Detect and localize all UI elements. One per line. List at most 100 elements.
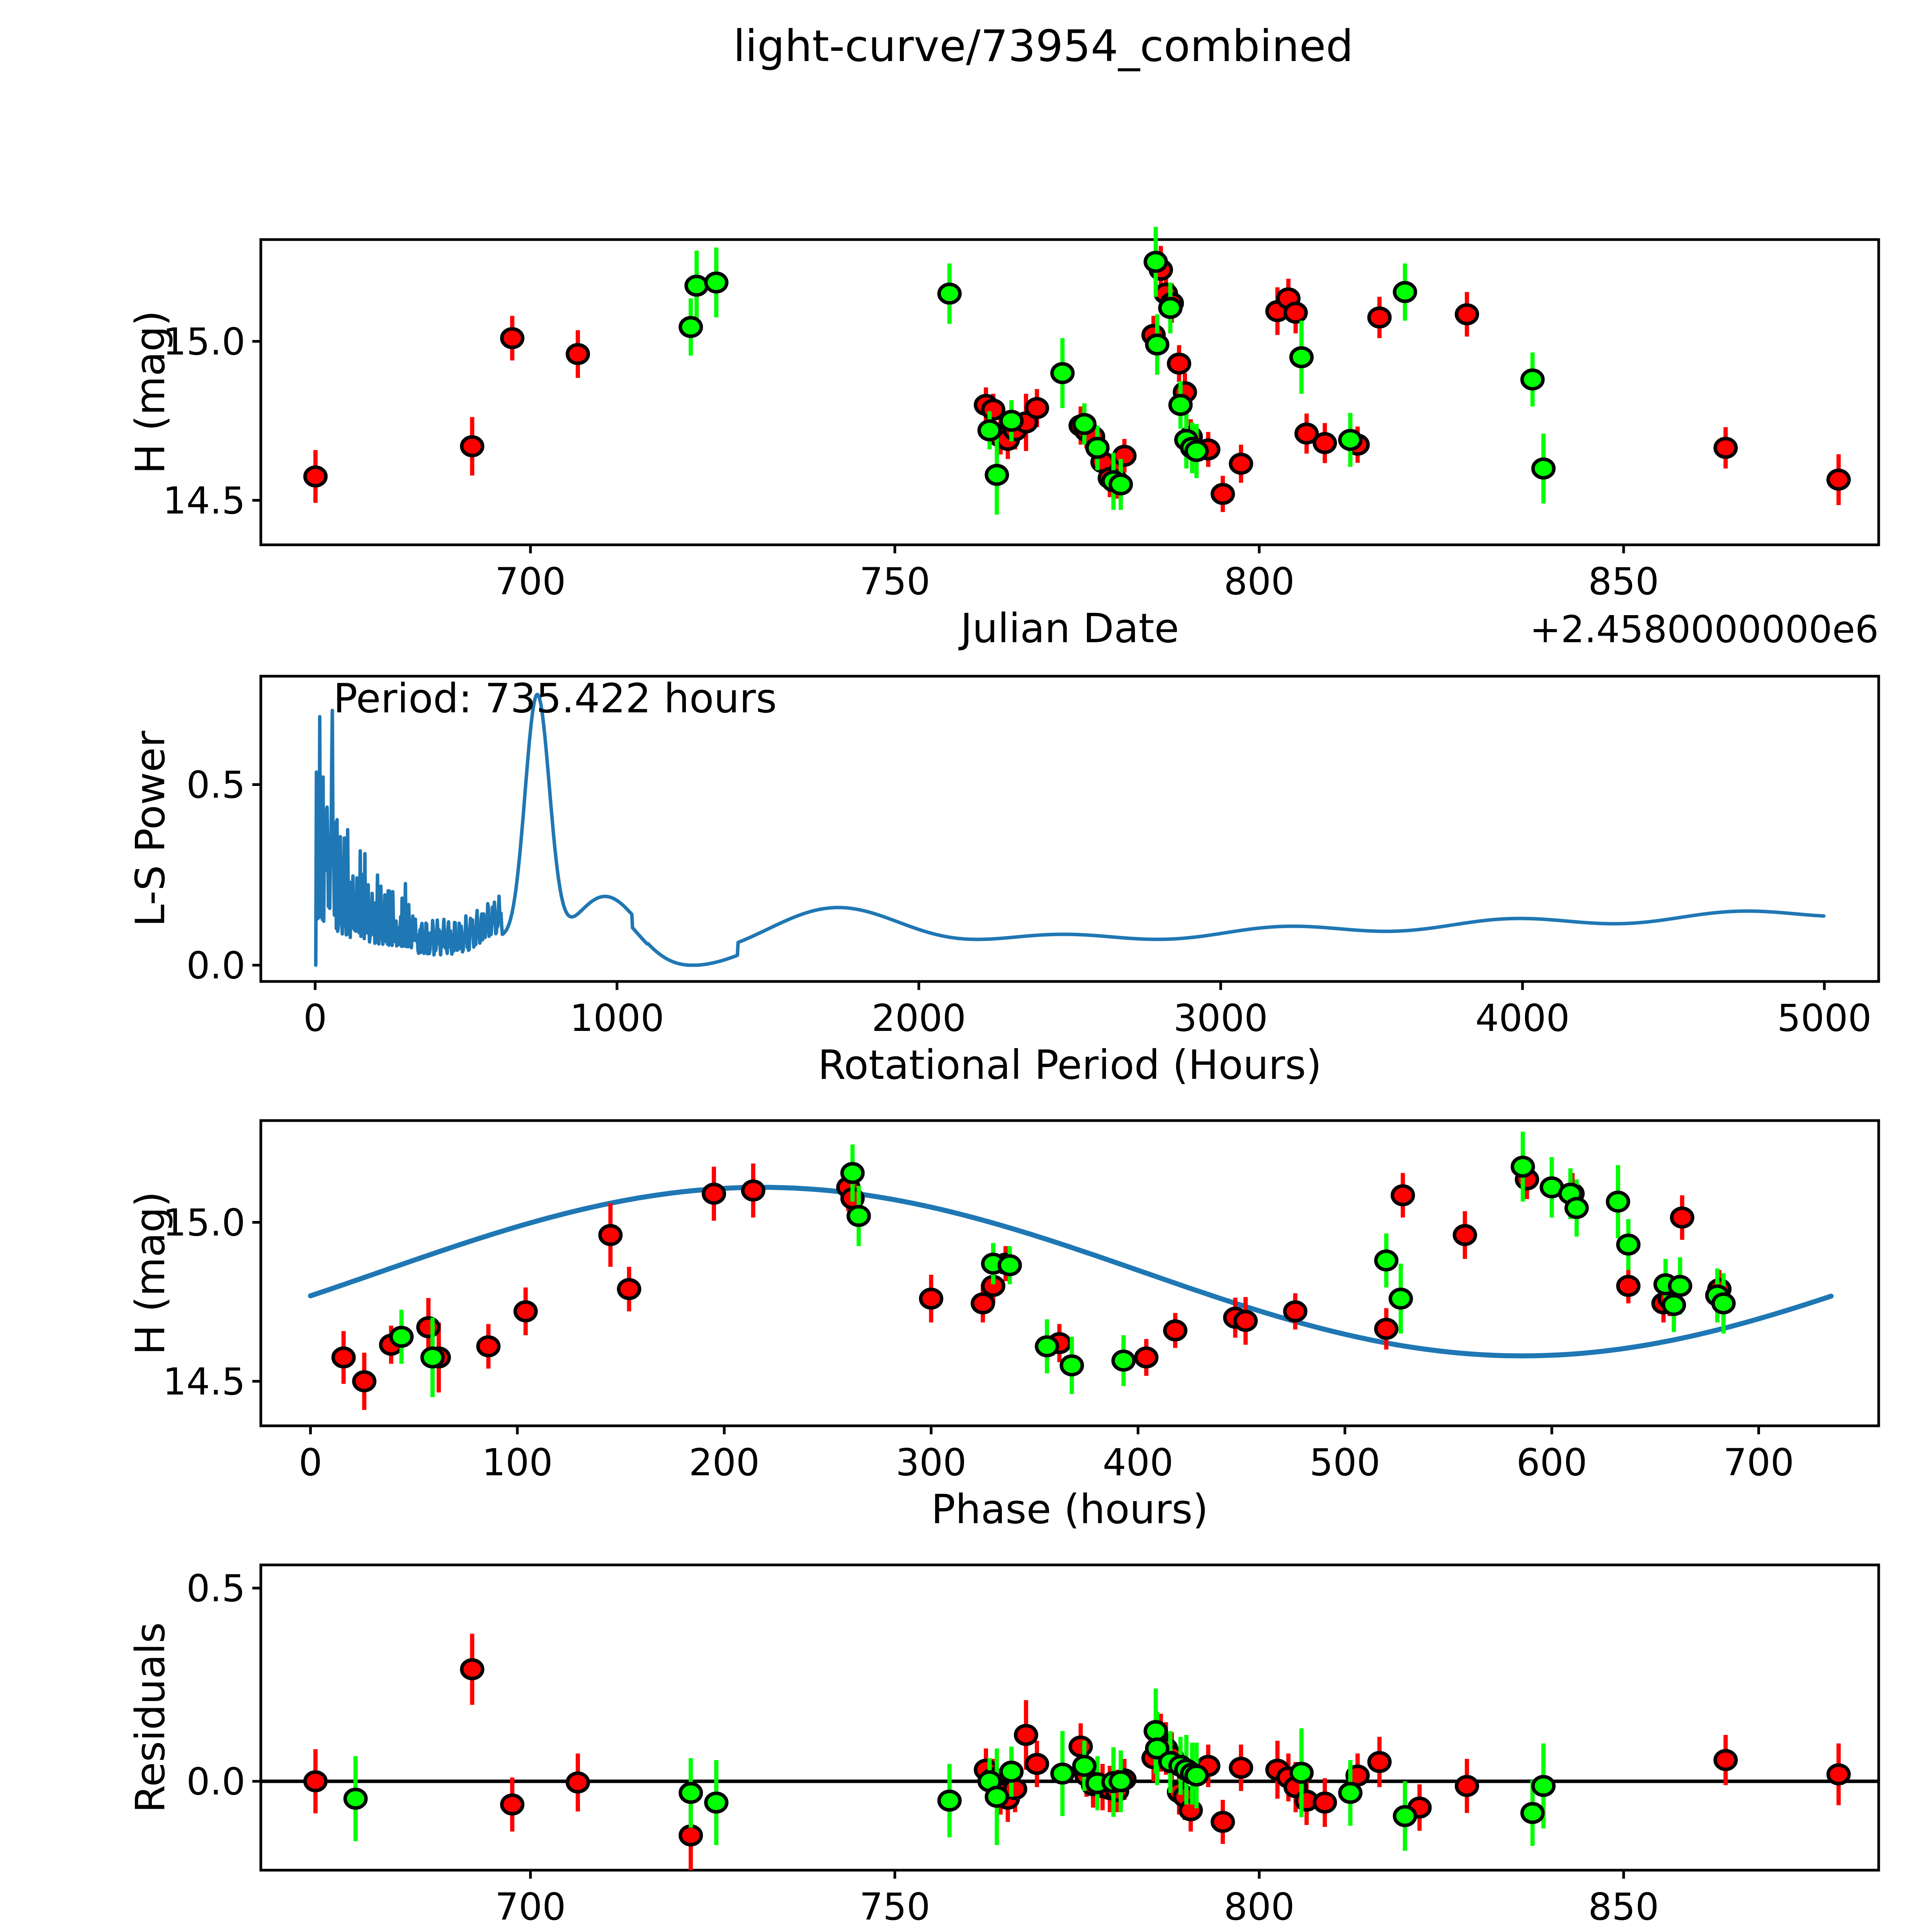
data-point[interactable] bbox=[617, 1278, 641, 1300]
data-point[interactable] bbox=[598, 1224, 623, 1246]
data-point[interactable] bbox=[1531, 1775, 1556, 1797]
data-point[interactable] bbox=[1289, 346, 1314, 368]
data-point[interactable] bbox=[1109, 1770, 1133, 1793]
data-point[interactable] bbox=[1454, 1775, 1479, 1797]
data-point[interactable] bbox=[1393, 281, 1417, 303]
data-point[interactable] bbox=[1367, 1751, 1392, 1773]
data-point[interactable] bbox=[1143, 251, 1168, 273]
data-point[interactable] bbox=[1229, 452, 1253, 475]
data-point[interactable] bbox=[1014, 1724, 1038, 1746]
data-point[interactable] bbox=[1826, 468, 1851, 491]
data-point[interactable] bbox=[1452, 1224, 1477, 1246]
data-point[interactable] bbox=[1605, 1190, 1630, 1213]
data-point[interactable] bbox=[343, 1787, 368, 1810]
data-point[interactable] bbox=[684, 274, 709, 297]
data-point[interactable] bbox=[1338, 429, 1363, 451]
data-point[interactable] bbox=[1158, 297, 1183, 319]
data-point[interactable] bbox=[999, 410, 1024, 432]
data-point[interactable] bbox=[1713, 437, 1738, 459]
data-point[interactable] bbox=[1112, 445, 1137, 467]
data-point[interactable] bbox=[1184, 1764, 1209, 1787]
data-point[interactable] bbox=[1520, 368, 1545, 391]
data-point[interactable] bbox=[460, 1658, 485, 1680]
data-point[interactable] bbox=[1313, 1791, 1337, 1814]
data-point[interactable] bbox=[1233, 1310, 1258, 1332]
data-point[interactable] bbox=[420, 1346, 445, 1369]
data-point[interactable] bbox=[985, 1786, 1009, 1808]
data-point[interactable] bbox=[702, 1182, 726, 1205]
data-point[interactable] bbox=[1167, 352, 1191, 375]
data-point[interactable] bbox=[919, 1287, 944, 1310]
data-point[interactable] bbox=[704, 271, 729, 294]
data-point[interactable] bbox=[1068, 1735, 1093, 1758]
data-point[interactable] bbox=[1072, 1755, 1097, 1777]
data-point[interactable] bbox=[1616, 1233, 1641, 1256]
data-point[interactable] bbox=[937, 282, 962, 305]
data-point[interactable] bbox=[565, 343, 590, 365]
data-point[interactable] bbox=[1367, 306, 1392, 329]
data-point[interactable] bbox=[460, 435, 485, 457]
data-point[interactable] bbox=[846, 1205, 871, 1227]
data-point[interactable] bbox=[565, 1771, 590, 1794]
data-point[interactable] bbox=[1510, 1155, 1535, 1178]
data-point[interactable] bbox=[1145, 1737, 1170, 1760]
data-point[interactable] bbox=[704, 1791, 729, 1814]
data-point[interactable] bbox=[500, 1793, 525, 1816]
data-point[interactable] bbox=[1050, 362, 1075, 384]
data-point[interactable] bbox=[331, 1346, 356, 1369]
data-point[interactable] bbox=[1163, 1319, 1188, 1342]
data-point[interactable] bbox=[1060, 1354, 1084, 1377]
data-point[interactable] bbox=[352, 1370, 377, 1393]
data-point[interactable] bbox=[1374, 1249, 1399, 1272]
data-point[interactable] bbox=[937, 1789, 962, 1812]
data-point[interactable] bbox=[1211, 483, 1235, 505]
data-point[interactable] bbox=[1025, 1753, 1049, 1775]
data-point[interactable] bbox=[1211, 1811, 1235, 1833]
data-point[interactable] bbox=[500, 327, 525, 349]
data-point[interactable] bbox=[1025, 397, 1049, 419]
data-point[interactable] bbox=[679, 316, 703, 338]
data-point[interactable] bbox=[1050, 1762, 1075, 1785]
data-point[interactable] bbox=[971, 1292, 995, 1315]
data-point[interactable] bbox=[1531, 457, 1556, 480]
data-point[interactable] bbox=[741, 1179, 765, 1202]
data-point[interactable] bbox=[1134, 1346, 1159, 1369]
data-point[interactable] bbox=[999, 1760, 1024, 1783]
data-point[interactable] bbox=[1711, 1292, 1736, 1315]
data-point[interactable] bbox=[1229, 1757, 1253, 1779]
data-point[interactable] bbox=[1338, 1782, 1363, 1804]
data-point[interactable] bbox=[389, 1326, 414, 1348]
data-point[interactable] bbox=[1668, 1275, 1692, 1297]
data-point[interactable] bbox=[1520, 1802, 1545, 1824]
data-point[interactable] bbox=[1035, 1335, 1060, 1357]
data-point[interactable] bbox=[1283, 1300, 1308, 1323]
data-point[interactable] bbox=[1145, 333, 1170, 356]
data-point[interactable] bbox=[1826, 1763, 1851, 1786]
data-point[interactable] bbox=[1393, 1805, 1417, 1827]
data-point[interactable] bbox=[1111, 1349, 1136, 1372]
data-point[interactable] bbox=[1085, 437, 1110, 459]
data-point[interactable] bbox=[840, 1162, 865, 1184]
data-point[interactable] bbox=[1109, 473, 1133, 496]
data-point[interactable] bbox=[1313, 432, 1337, 454]
data-point[interactable] bbox=[1454, 303, 1479, 325]
data-point[interactable] bbox=[303, 465, 328, 488]
data-point[interactable] bbox=[1294, 422, 1319, 445]
data-point[interactable] bbox=[1168, 394, 1193, 416]
data-point[interactable] bbox=[1670, 1206, 1694, 1229]
data-point[interactable] bbox=[1616, 1275, 1641, 1297]
data-point[interactable] bbox=[1391, 1184, 1415, 1206]
data-point[interactable] bbox=[1662, 1294, 1686, 1316]
data-point[interactable] bbox=[977, 419, 1002, 442]
data-point[interactable] bbox=[985, 464, 1009, 486]
data-point[interactable] bbox=[1283, 301, 1308, 324]
data-point[interactable] bbox=[513, 1300, 538, 1323]
data-point[interactable] bbox=[476, 1335, 501, 1357]
data-point[interactable] bbox=[303, 1770, 328, 1793]
data-point[interactable] bbox=[1374, 1318, 1399, 1340]
data-point[interactable] bbox=[1564, 1197, 1589, 1219]
data-point[interactable] bbox=[1713, 1749, 1738, 1771]
data-point[interactable] bbox=[679, 1782, 703, 1804]
data-point[interactable] bbox=[1184, 440, 1209, 462]
data-point[interactable] bbox=[416, 1316, 441, 1338]
